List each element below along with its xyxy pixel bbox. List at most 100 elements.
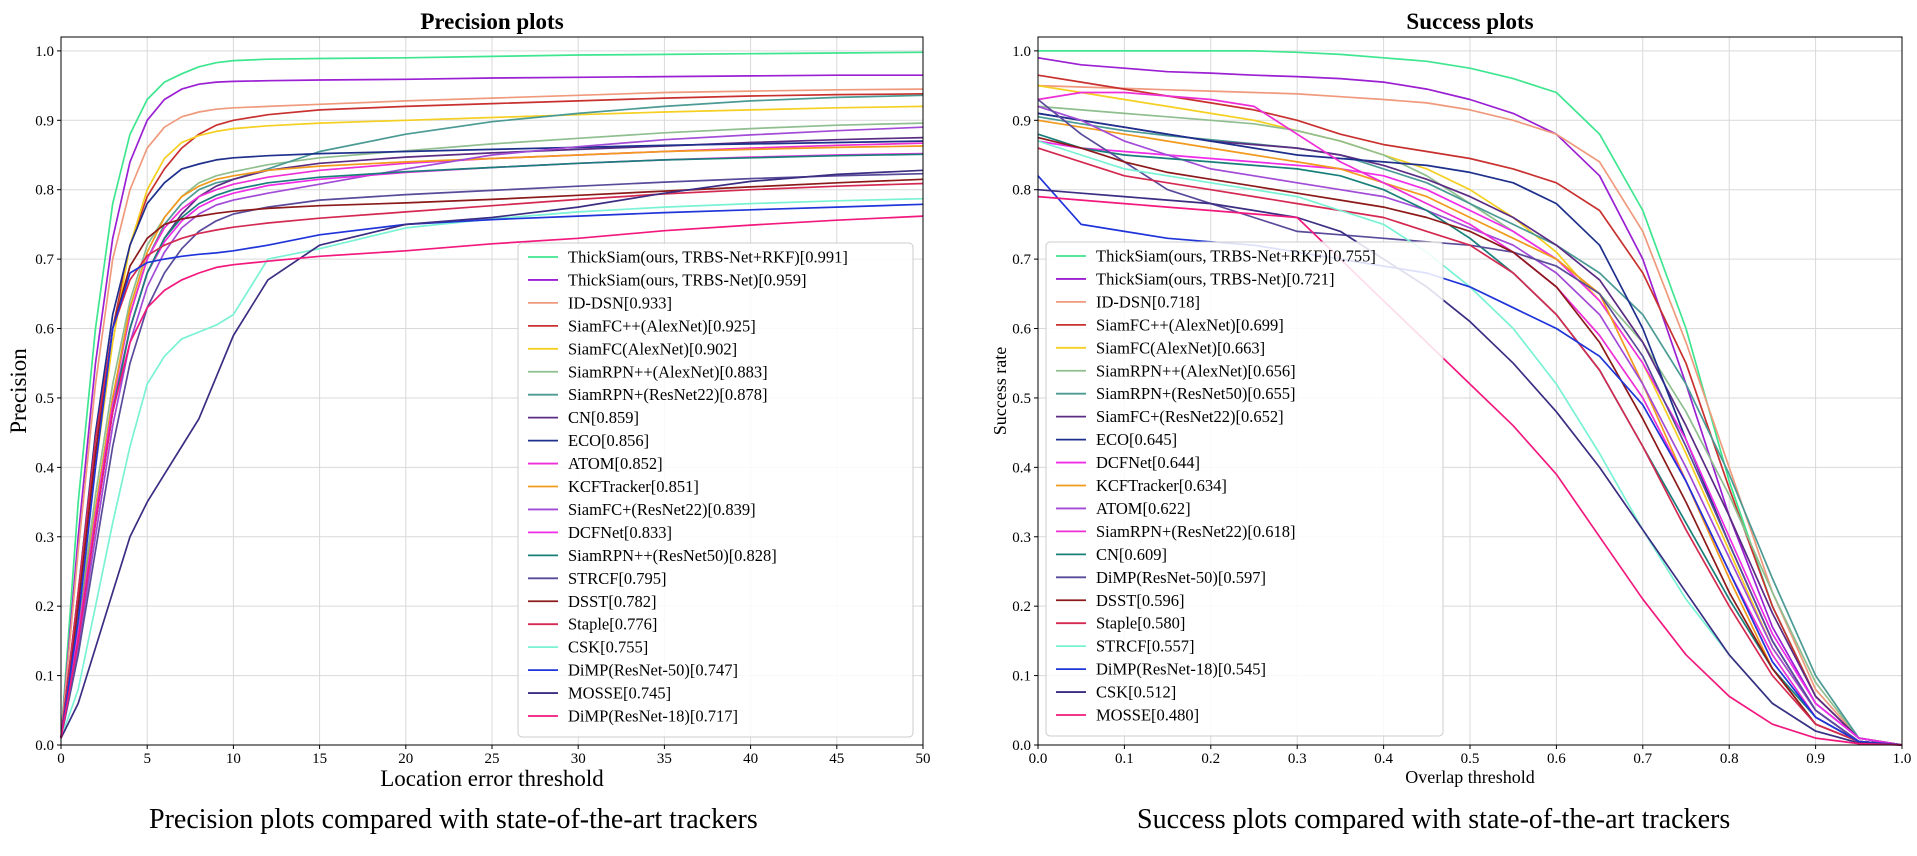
success-legend-label-9: DCFNet[0.644] bbox=[1096, 453, 1200, 472]
precision-x-tick-label-7: 35 bbox=[657, 751, 672, 767]
success-chart-title: Success plots bbox=[1406, 9, 1533, 34]
success-legend-label-7: SiamFC+(ResNet22)[0.652] bbox=[1096, 407, 1284, 426]
precision-legend-label-2: ID-DSN[0.933] bbox=[568, 293, 672, 312]
precision-legend-box bbox=[517, 242, 914, 738]
precision-legend-label-7: CN[0.859] bbox=[568, 408, 639, 427]
success-y-tick-label-7: 0.7 bbox=[1012, 252, 1031, 268]
success-x-tick-label-5: 0.5 bbox=[1461, 751, 1480, 767]
precision-legend-label-11: SiamFC+(ResNet22)[0.839] bbox=[568, 500, 756, 519]
success-y-tick-label-0: 0.0 bbox=[1012, 738, 1031, 754]
precision-legend-label-9: ATOM[0.852] bbox=[568, 454, 663, 473]
precision-legend-label-15: DSST[0.782] bbox=[568, 592, 656, 611]
success-y-tick-label-3: 0.3 bbox=[1012, 530, 1031, 546]
precision-legend-label-14: STRCF[0.795] bbox=[568, 569, 667, 588]
success-legend-label-5: SiamRPN++(AlexNet)[0.656] bbox=[1096, 361, 1296, 380]
success-y-tick-label-1: 0.1 bbox=[1012, 669, 1031, 685]
success-legend-label-15: DSST[0.596] bbox=[1096, 591, 1184, 610]
precision-legend-label-20: DiMP(ResNet-18)[0.717] bbox=[568, 707, 738, 726]
precision-y-tick-label-10: 1.0 bbox=[35, 44, 54, 60]
success-y-tick-label-6: 0.6 bbox=[1012, 322, 1031, 338]
success-y-axis-label: Success rate bbox=[990, 347, 1010, 435]
precision-series-line-14 bbox=[60, 172, 924, 739]
success-legend-label-4: SiamFC(AlexNet)[0.663] bbox=[1096, 338, 1265, 357]
success-y-tick-label-4: 0.4 bbox=[1012, 460, 1031, 476]
precision-series-line-1 bbox=[60, 74, 923, 739]
precision-legend-label-18: DiMP(ResNet-50)[0.747] bbox=[568, 661, 738, 680]
success-y-tick-label-10: 1.0 bbox=[1012, 44, 1031, 60]
caption-left: Precision plots compared with state-of-t… bbox=[149, 804, 758, 835]
success-legend-label-2: ID-DSN[0.718] bbox=[1096, 292, 1200, 311]
success-series-line-19 bbox=[1037, 188, 1903, 746]
success-legend-label-6: SiamRPN+(ResNet50)[0.655] bbox=[1096, 384, 1296, 403]
precision-series-line-4 bbox=[60, 105, 924, 739]
success-series-line-18 bbox=[1037, 175, 1903, 746]
success-legend-label-11: ATOM[0.622] bbox=[1096, 499, 1191, 518]
precision-series-line-17 bbox=[60, 197, 924, 739]
precision-series-line-0 bbox=[60, 51, 924, 739]
precision-series-line-8 bbox=[60, 140, 924, 739]
success-y-tick-label-9: 0.9 bbox=[1012, 113, 1031, 129]
success-series-line-9 bbox=[1037, 140, 1903, 746]
success-legend-label-10: KCFTracker[0.634] bbox=[1096, 476, 1227, 495]
success-series-line-10 bbox=[1037, 119, 1903, 746]
success-y-tick-label-8: 0.8 bbox=[1012, 183, 1031, 199]
success-legend-label-13: CN[0.609] bbox=[1096, 545, 1167, 564]
precision-y-axis-label: Precision bbox=[6, 348, 31, 434]
success-series-line-15 bbox=[1037, 136, 1903, 746]
precision-y-tick-label-3: 0.3 bbox=[35, 530, 54, 546]
success-legend-label-18: DiMP(ResNet-18)[0.545] bbox=[1096, 660, 1266, 679]
precision-y-tick-label-7: 0.7 bbox=[35, 252, 54, 268]
caption-right: Success plots compared with state-of-the… bbox=[1137, 804, 1731, 835]
success-y-tick-label-5: 0.5 bbox=[1012, 391, 1031, 407]
precision-x-tick-label-5: 25 bbox=[485, 751, 500, 767]
precision-y-tick-label-5: 0.5 bbox=[35, 391, 54, 407]
success-legend-label-12: SiamRPN+(ResNet22)[0.618] bbox=[1096, 522, 1296, 541]
success-legend-label-14: DiMP(ResNet-50)[0.597] bbox=[1096, 568, 1266, 587]
success-legend-label-3: SiamFC++(AlexNet)[0.699] bbox=[1096, 315, 1284, 334]
success-x-tick-label-10: 1.0 bbox=[1893, 751, 1912, 767]
success-series-line-4 bbox=[1037, 84, 1903, 746]
success-x-tick-label-3: 0.3 bbox=[1288, 751, 1307, 767]
precision-y-tick-label-8: 0.8 bbox=[35, 183, 54, 199]
success-x-tick-label-0: 0.0 bbox=[1029, 751, 1048, 767]
precision-x-axis-label: Location error threshold bbox=[380, 766, 604, 791]
success-legend-label-17: STRCF[0.557] bbox=[1096, 637, 1195, 656]
precision-legend-label-6: SiamRPN+(ResNet22)[0.878] bbox=[568, 385, 768, 404]
success-legend-label-8: ECO[0.645] bbox=[1096, 430, 1177, 449]
precision-y-tick-label-9: 0.9 bbox=[35, 113, 54, 129]
precision-y-tick-label-4: 0.4 bbox=[35, 460, 54, 476]
precision-x-tick-label-2: 10 bbox=[226, 751, 241, 767]
precision-legend-label-1: ThickSiam(ours, TRBS-Net)[0.959] bbox=[568, 270, 806, 289]
success-legend-label-0: ThickSiam(ours, TRBS-Net+RKF)[0.755] bbox=[1096, 247, 1376, 266]
precision-x-tick-label-6: 30 bbox=[571, 751, 586, 767]
precision-legend-label-13: SiamRPN++(ResNet50)[0.828] bbox=[568, 546, 777, 565]
precision-legend-label-5: SiamRPN++(AlexNet)[0.883] bbox=[568, 362, 768, 381]
success-legend-label-16: Staple[0.580] bbox=[1096, 614, 1185, 633]
success-series-line-1 bbox=[1037, 56, 1903, 746]
precision-x-tick-label-10: 50 bbox=[916, 751, 931, 767]
success-series-line-3 bbox=[1037, 74, 1903, 746]
precision-series-line-11 bbox=[60, 126, 924, 739]
precision-y-tick-label-0: 0.0 bbox=[35, 738, 54, 754]
success-x-tick-label-9: 0.9 bbox=[1806, 751, 1825, 767]
success-x-axis-label: Overlap threshold bbox=[1405, 767, 1534, 787]
precision-legend-label-10: KCFTracker[0.851] bbox=[568, 477, 699, 496]
success-legend-label-1: ThickSiam(ours, TRBS-Net)[0.721] bbox=[1096, 269, 1334, 288]
precision-chart-title: Precision plots bbox=[420, 9, 563, 34]
success-legend-label-20: MOSSE[0.480] bbox=[1096, 706, 1199, 725]
precision-legend-label-3: SiamFC++(AlexNet)[0.925] bbox=[568, 316, 756, 335]
success-series-line-12 bbox=[1037, 91, 1903, 746]
success-series-line-16 bbox=[1037, 147, 1903, 746]
precision-x-tick-label-4: 20 bbox=[398, 751, 413, 767]
success-series-line-2 bbox=[1037, 84, 1903, 746]
precision-legend-label-4: SiamFC(AlexNet)[0.902] bbox=[568, 339, 737, 358]
precision-x-tick-label-3: 15 bbox=[312, 751, 327, 767]
precision-legend-label-0: ThickSiam(ours, TRBS-Net+RKF)[0.991] bbox=[568, 248, 848, 267]
precision-series-line-20 bbox=[60, 215, 924, 739]
success-x-tick-label-7: 0.7 bbox=[1633, 751, 1652, 767]
precision-series-line-19 bbox=[60, 169, 924, 739]
success-x-tick-label-8: 0.8 bbox=[1720, 751, 1739, 767]
precision-y-tick-label-6: 0.6 bbox=[35, 322, 54, 338]
success-legend-label-19: CSK[0.512] bbox=[1096, 683, 1176, 702]
precision-series-line-3 bbox=[60, 93, 924, 739]
